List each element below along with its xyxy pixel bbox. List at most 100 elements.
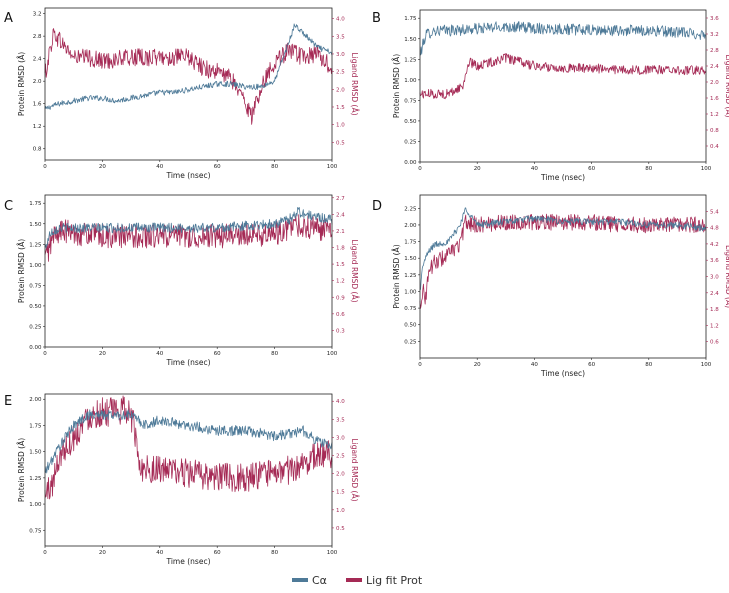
y2-tick-label: 0.6 xyxy=(336,312,345,318)
legend-label: Cα xyxy=(312,574,327,587)
y-tick-label: 0.50 xyxy=(404,119,417,125)
y-tick-label: 2.00 xyxy=(404,223,417,229)
y-tick-label: 1.75 xyxy=(29,423,42,429)
y-tick-label: 1.75 xyxy=(404,16,417,22)
ligand-rmsd-line xyxy=(419,213,707,309)
plot-frame xyxy=(44,194,333,348)
ligand-rmsd-line xyxy=(44,28,333,125)
y2-tick-label: 3.0 xyxy=(336,435,345,441)
x-tick-label: 100 xyxy=(701,362,712,368)
y-axis-label: Protein RMSD (Å) xyxy=(17,52,26,116)
x-tick-label: 0 xyxy=(43,550,47,556)
y-tick-label: 1.00 xyxy=(404,289,417,295)
y-tick-label: 1.25 xyxy=(29,242,42,248)
x-tick-label: 40 xyxy=(531,362,538,368)
x-tick-label: 100 xyxy=(701,166,712,172)
legend-label: Lig fit Prot xyxy=(366,574,423,587)
y-tick-label: 0.75 xyxy=(29,283,42,289)
y-axis-label: Protein RMSD (Å) xyxy=(392,244,401,308)
x-tick-label: 0 xyxy=(418,362,422,368)
y2-tick-label: 2.4 xyxy=(710,64,719,70)
y-tick-label: 1.00 xyxy=(29,502,42,508)
y-tick-label: 0.25 xyxy=(404,139,417,145)
y-tick-label: 1.25 xyxy=(404,57,417,63)
y2-tick-label: 4.8 xyxy=(710,226,719,232)
plot-frame xyxy=(419,9,707,163)
panel-D: D 0 20 40 60 80 100 0.25 0.50 0.75 1.00 1.25 1.50 1.7… xyxy=(372,194,729,378)
y2-tick-label: 0.9 xyxy=(336,295,345,301)
y-tick-label: 2.00 xyxy=(29,397,42,403)
y-tick-label: 1.50 xyxy=(29,450,42,456)
y2-axis-label: Ligand RMSD (Å) xyxy=(350,52,359,115)
protein-rmsd-line xyxy=(44,207,333,249)
x-tick-label: 60 xyxy=(588,362,595,368)
x-tick-label: 20 xyxy=(474,362,481,368)
x-tick-label: 80 xyxy=(645,166,652,172)
x-axis-label: Time (nsec) xyxy=(540,369,585,378)
protein-rmsd-line xyxy=(44,409,333,474)
y-tick-label: 2.0 xyxy=(33,79,42,85)
x-tick-label: 60 xyxy=(214,550,221,556)
ligand-rmsd-line xyxy=(44,395,333,500)
panel-C: C 0 20 40 60 80 100 0.00 0.25 0.50 0.75 1.00 1.25 1.5… xyxy=(4,194,359,367)
x-tick-label: 100 xyxy=(327,351,338,357)
y2-tick-label: 2.0 xyxy=(710,80,719,86)
y2-tick-label: 1.2 xyxy=(710,323,719,329)
y-tick-label: 0.75 xyxy=(29,528,42,534)
y2-tick-label: 3.6 xyxy=(710,16,719,22)
y-tick-label: 1.75 xyxy=(29,201,42,207)
y2-tick-label: 0.3 xyxy=(336,328,345,334)
y2-tick-label: 2.8 xyxy=(710,48,719,54)
y2-tick-label: 1.8 xyxy=(710,307,719,313)
y-tick-label: 0.00 xyxy=(404,160,417,166)
y2-tick-label: 2.0 xyxy=(336,472,345,478)
panel-letter: A xyxy=(4,11,13,26)
y-tick-label: 1.25 xyxy=(404,273,417,279)
y2-tick-label: 3.0 xyxy=(336,52,345,58)
y2-tick-label: 1.5 xyxy=(336,262,345,268)
y-tick-label: 1.25 xyxy=(29,476,42,482)
y2-tick-label: 2.5 xyxy=(336,70,345,76)
y2-tick-label: 0.6 xyxy=(710,340,719,346)
y-tick-label: 1.00 xyxy=(29,263,42,269)
x-tick-label: 0 xyxy=(43,164,47,170)
x-tick-label: 100 xyxy=(327,550,338,556)
legend-swatch xyxy=(346,578,362,582)
protein-rmsd-line xyxy=(44,23,333,110)
y-tick-label: 0.50 xyxy=(29,304,42,310)
protein-rmsd-line xyxy=(419,21,707,56)
y2-tick-label: 1.2 xyxy=(710,112,719,118)
y2-tick-label: 3.2 xyxy=(710,32,719,38)
y-tick-label: 1.2 xyxy=(33,124,42,130)
y2-tick-label: 3.0 xyxy=(710,275,719,281)
x-tick-label: 20 xyxy=(99,164,106,170)
panel-letter: D xyxy=(372,199,382,214)
legend: Cα Lig fit Prot xyxy=(292,574,423,587)
y-tick-label: 0.75 xyxy=(404,306,417,312)
panel-A: A 0 20 40 60 80 100 0.8 1.2 1.6 2.0 2.4 2.8 3.2 0.5 1.0… xyxy=(4,7,359,180)
plot-frame xyxy=(44,393,333,547)
legend-swatch xyxy=(292,578,308,582)
y2-tick-label: 3.5 xyxy=(336,417,345,423)
y-tick-label: 1.50 xyxy=(29,222,42,228)
y2-tick-label: 0.4 xyxy=(710,144,719,150)
x-tick-label: 80 xyxy=(271,550,278,556)
y2-tick-label: 4.0 xyxy=(336,17,345,23)
y2-tick-label: 1.0 xyxy=(336,123,345,129)
y-tick-label: 2.4 xyxy=(33,57,42,63)
x-tick-label: 20 xyxy=(99,550,106,556)
y2-tick-label: 2.4 xyxy=(336,212,345,218)
y2-axis-label: Ligand RMSD (Å) xyxy=(350,438,359,501)
panel-E: E 0 20 40 60 80 100 0.75 1.00 1.25 1.50 1.75 2.00 0.5… xyxy=(4,393,359,566)
plot-frame xyxy=(44,7,333,161)
panel-letter: C xyxy=(4,199,13,214)
x-axis-label: Time (nsec) xyxy=(540,173,585,182)
x-tick-label: 40 xyxy=(156,550,163,556)
y-tick-label: 1.00 xyxy=(404,78,417,84)
y-tick-label: 3.2 xyxy=(33,12,42,18)
x-tick-label: 60 xyxy=(214,164,221,170)
y-tick-label: 0.50 xyxy=(404,323,417,329)
y-tick-label: 0.25 xyxy=(29,324,42,330)
y2-tick-label: 4.0 xyxy=(336,399,345,405)
x-tick-label: 60 xyxy=(588,166,595,172)
